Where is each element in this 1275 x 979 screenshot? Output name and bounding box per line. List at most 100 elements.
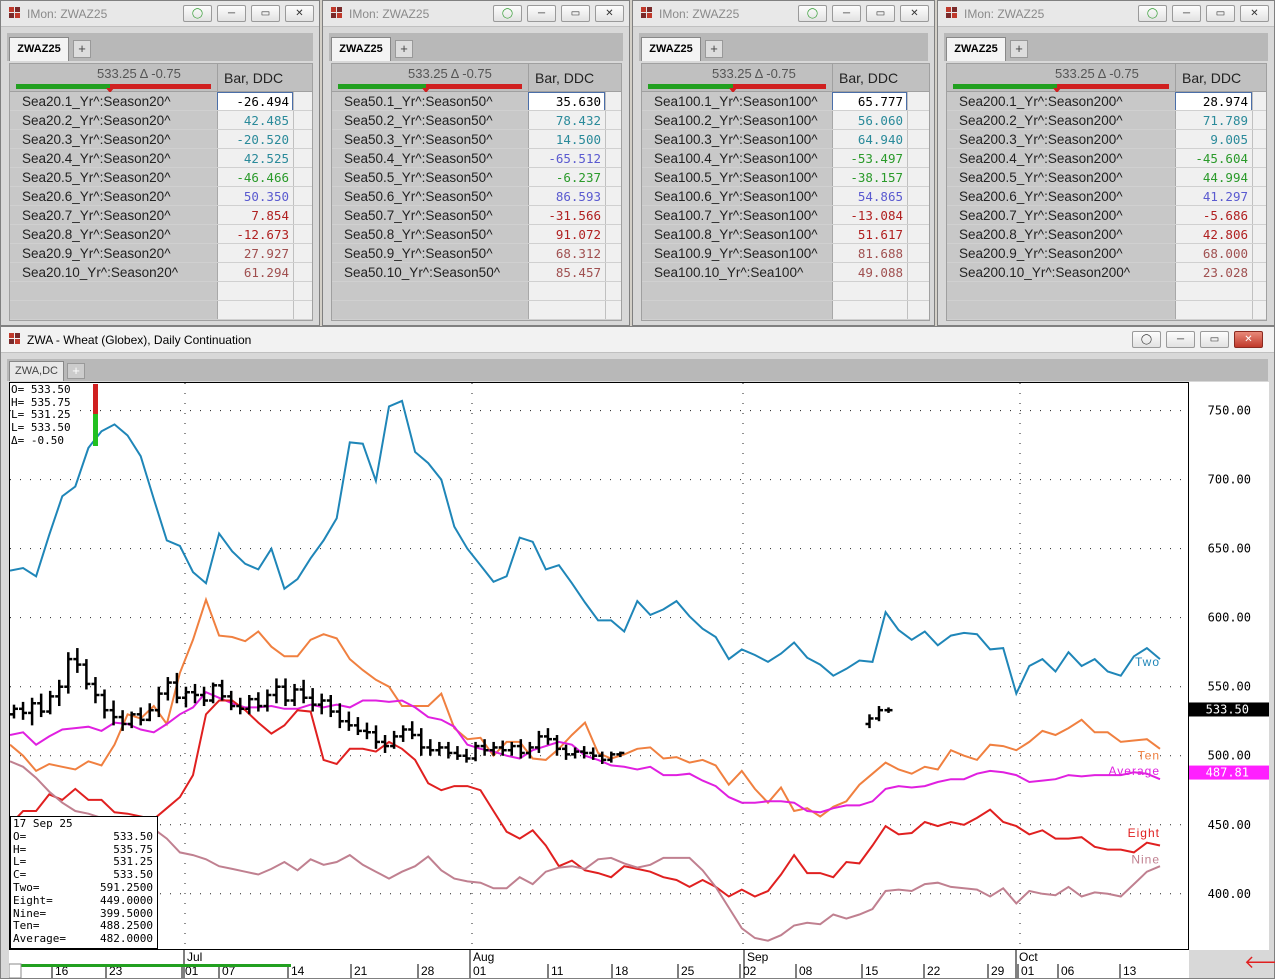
grid-row-empty[interactable]	[642, 301, 929, 320]
grid-row[interactable]: Sea200.8_Yr^:Season200^ 42.806	[947, 225, 1266, 244]
study-value[interactable]	[528, 282, 605, 301]
study-value[interactable]: 81.688	[832, 244, 907, 263]
grid-row[interactable]: Sea200.9_Yr^:Season200^ 68.000	[947, 244, 1266, 263]
study-value[interactable]: -12.673	[217, 225, 293, 244]
grid-row-empty[interactable]	[10, 282, 312, 301]
maximize-button[interactable]: ▭	[866, 5, 895, 22]
grid-row[interactable]: Sea100.4_Yr^:Season100^ -53.497	[642, 149, 929, 168]
grid-row[interactable]: Sea20.7_Yr^:Season20^ 7.854	[10, 206, 312, 225]
study-value[interactable]: 86.593	[528, 187, 605, 206]
grid-row[interactable]: Sea20.3_Yr^:Season20^ -20.520	[10, 130, 312, 149]
grid-row[interactable]: Sea50.2_Yr^:Season50^ 78.432	[332, 111, 621, 130]
study-value[interactable]: 49.088	[832, 263, 907, 282]
study-value[interactable]: 44.994	[1175, 168, 1252, 187]
grid-row[interactable]: Sea100.3_Yr^:Season100^ 64.940	[642, 130, 929, 149]
study-value[interactable]: 14.500	[528, 130, 605, 149]
grid-row[interactable]: Sea20.2_Yr^:Season20^ 42.485	[10, 111, 312, 130]
grid-row[interactable]: Sea100.8_Yr^:Season100^ 51.617	[642, 225, 929, 244]
maximize-button[interactable]: ▭	[561, 5, 590, 22]
grid-row[interactable]: Sea20.9_Yr^:Season20^ 27.927	[10, 244, 312, 263]
link-circle-icon[interactable]: ◯	[798, 5, 827, 22]
study-value[interactable]: 42.485	[217, 111, 293, 130]
chart-titlebar[interactable]: ZWA - Wheat (Globex), Daily Continuation…	[1, 327, 1274, 353]
study-value[interactable]: -6.237	[528, 168, 605, 187]
study-value[interactable]: 28.974	[1175, 92, 1252, 111]
column-header-bar-ddc[interactable]: Bar, DDC	[832, 64, 907, 92]
tab-zwaz25[interactable]: ZWAZ25	[331, 37, 391, 61]
grid-row[interactable]: Sea100.9_Yr^:Season100^ 81.688	[642, 244, 929, 263]
plot-area[interactable]: Two Ten Average Eight Nine O= 533.50 H= 535.…	[9, 382, 1189, 950]
grid-row-empty[interactable]	[947, 301, 1266, 320]
study-value[interactable]: -38.157	[832, 168, 907, 187]
close-button[interactable]: ✕	[595, 5, 624, 22]
study-value[interactable]	[832, 301, 907, 320]
grid-row[interactable]: Sea100.5_Yr^:Season100^ -38.157	[642, 168, 929, 187]
grid-row[interactable]: Sea100.10_Yr^:Sea100^ 49.088	[642, 263, 929, 282]
study-value[interactable]: 68.000	[1175, 244, 1252, 263]
study-value[interactable]: 42.806	[1175, 225, 1252, 244]
study-value[interactable]: -20.520	[217, 130, 293, 149]
grid-row[interactable]: Sea200.2_Yr^:Season200^ 71.789	[947, 111, 1266, 130]
study-value[interactable]: -13.084	[832, 206, 907, 225]
maximize-button[interactable]: ▭	[251, 5, 280, 22]
close-button[interactable]: ✕	[1240, 5, 1269, 22]
study-value[interactable]: 54.865	[832, 187, 907, 206]
close-button[interactable]: ✕	[285, 5, 314, 22]
grid-row[interactable]: Sea200.6_Yr^:Season200^ 41.297	[947, 187, 1266, 206]
tab-zwa-dc[interactable]: ZWA,DC	[9, 361, 64, 381]
add-tab-button[interactable]: +	[1010, 40, 1028, 58]
add-tab-button[interactable]: +	[67, 363, 85, 379]
monitor-titlebar[interactable]: IMon: ZWAZ25 ◯ ─ ▭ ✕	[323, 1, 629, 27]
grid-row[interactable]: Sea20.5_Yr^:Season20^ -46.466	[10, 168, 312, 187]
grid-row[interactable]: Sea50.7_Yr^:Season50^ -31.566	[332, 206, 621, 225]
grid-row[interactable]: Sea20.1_Yr^:Season20^ -26.494	[10, 92, 312, 111]
study-value[interactable]: -5.686	[1175, 206, 1252, 225]
study-value[interactable]: 56.060	[832, 111, 907, 130]
grid-row[interactable]: Sea100.2_Yr^:Season100^ 56.060	[642, 111, 929, 130]
grid-row[interactable]: Sea200.1_Yr^:Season200^ 28.974	[947, 92, 1266, 111]
grid-row[interactable]: Sea50.4_Yr^:Season50^ -65.512	[332, 149, 621, 168]
study-value[interactable]: -31.566	[528, 206, 605, 225]
grid-row[interactable]: Sea20.4_Yr^:Season20^ 42.525	[10, 149, 312, 168]
grid-row[interactable]: Sea100.7_Yr^:Season100^ -13.084	[642, 206, 929, 225]
study-value[interactable]	[832, 282, 907, 301]
column-header-bar-ddc[interactable]: Bar, DDC	[217, 64, 293, 92]
grid-row[interactable]: Sea50.10_Yr^:Season50^ 85.457	[332, 263, 621, 282]
maximize-button[interactable]: ▭	[1200, 331, 1229, 348]
study-value[interactable]: -65.512	[528, 149, 605, 168]
grid-row[interactable]: Sea50.8_Yr^:Season50^ 91.072	[332, 225, 621, 244]
study-value[interactable]: 68.312	[528, 244, 605, 263]
study-value[interactable]: -53.497	[832, 149, 907, 168]
grid-row[interactable]: Sea100.1_Yr^:Season100^ 65.777	[642, 92, 929, 111]
minimize-button[interactable]: ─	[1172, 5, 1201, 22]
study-value[interactable]: 91.072	[528, 225, 605, 244]
monitor-titlebar[interactable]: IMon: ZWAZ25 ◯ ─ ▭ ✕	[633, 1, 934, 27]
grid-row[interactable]: Sea20.6_Yr^:Season20^ 50.350	[10, 187, 312, 206]
study-value[interactable]	[217, 282, 293, 301]
grid-row[interactable]: Sea100.6_Yr^:Season100^ 54.865	[642, 187, 929, 206]
minimize-button[interactable]: ─	[527, 5, 556, 22]
grid-row[interactable]: Sea50.5_Yr^:Season50^ -6.237	[332, 168, 621, 187]
grid-row-empty[interactable]	[947, 282, 1266, 301]
study-value[interactable]: 27.927	[217, 244, 293, 263]
study-value[interactable]	[217, 301, 293, 320]
link-circle-icon[interactable]: ◯	[1138, 5, 1167, 22]
study-value[interactable]: 64.940	[832, 130, 907, 149]
study-value[interactable]: 23.028	[1175, 263, 1252, 282]
study-value[interactable]	[528, 301, 605, 320]
study-value[interactable]: 41.297	[1175, 187, 1252, 206]
minimize-button[interactable]: ─	[1166, 331, 1195, 348]
link-circle-icon[interactable]: ◯	[493, 5, 522, 22]
monitor-titlebar[interactable]: IMon: ZWAZ25 ◯ ─ ▭ ✕	[938, 1, 1274, 27]
study-value[interactable]: -26.494	[217, 92, 293, 111]
study-value[interactable]	[1175, 301, 1252, 320]
grid-row[interactable]: Sea50.9_Yr^:Season50^ 68.312	[332, 244, 621, 263]
grid-row-empty[interactable]	[332, 301, 621, 320]
grid-row[interactable]: Sea20.8_Yr^:Season20^ -12.673	[10, 225, 312, 244]
tab-zwaz25[interactable]: ZWAZ25	[9, 37, 69, 61]
add-tab-button[interactable]: +	[73, 40, 91, 58]
study-value[interactable]: 42.525	[217, 149, 293, 168]
study-value[interactable]: 61.294	[217, 263, 293, 282]
minimize-button[interactable]: ─	[217, 5, 246, 22]
